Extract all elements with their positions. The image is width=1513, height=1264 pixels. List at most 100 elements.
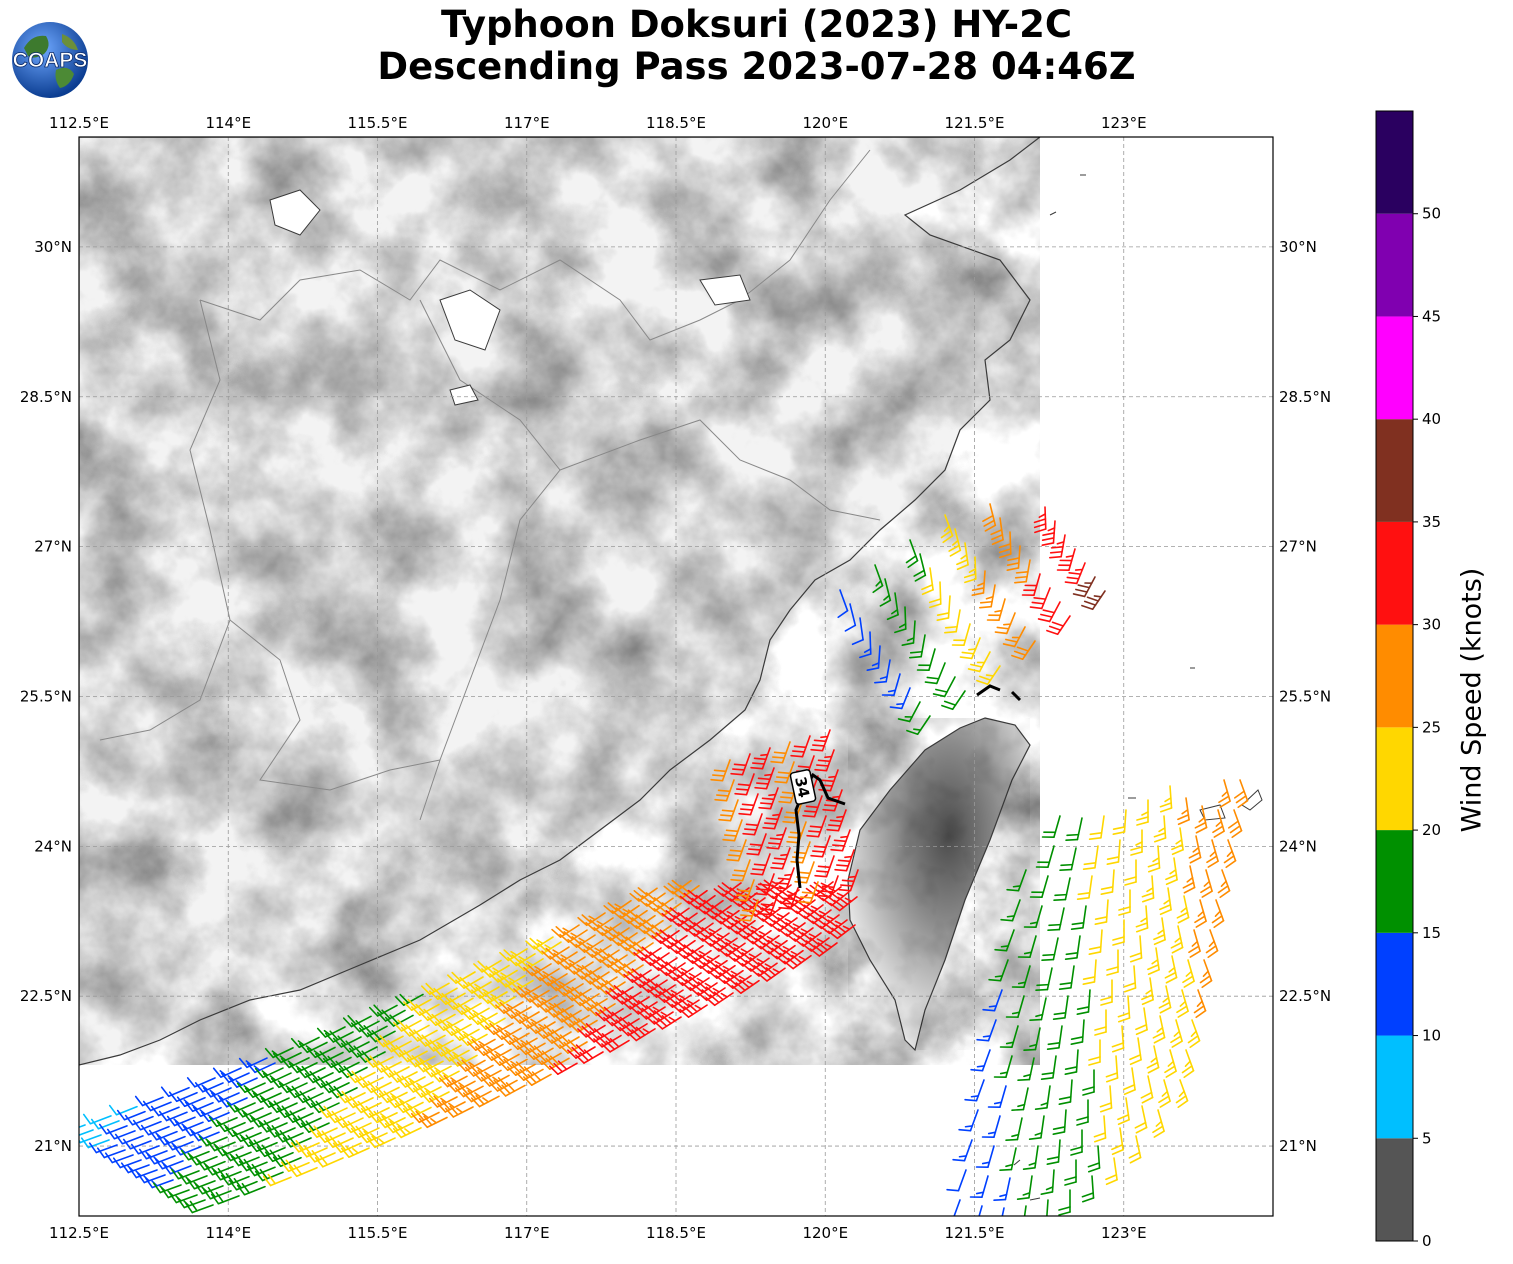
colorbar-bin [1376,1138,1413,1241]
wind-barb [428,1095,458,1108]
wind-barb [994,612,1016,635]
wind-barb [469,1012,498,1026]
wind-barb [448,1054,478,1067]
wind-barb [1118,889,1131,916]
wind-barb [356,1050,386,1063]
wind-barb [818,875,839,898]
wind-barb [527,1021,556,1034]
wind-barb [497,974,526,988]
wind-barb [1023,1205,1027,1216]
wind-barb [1152,1015,1166,1044]
wind-barb [314,1050,344,1064]
wind-barb [1105,1157,1118,1186]
right-lat-tick-label: 27°N [1279,538,1317,556]
bottom-lon-tick-label: 118.5°E [646,1224,706,1242]
wind-barb [559,929,588,943]
wind-barb [603,1011,632,1027]
colorbar-bin [1376,624,1413,728]
right-lat-tick-label: 21°N [1279,1137,1317,1155]
wind-barb [829,896,858,912]
wind-barb [1035,845,1055,868]
wind-barb [970,1049,991,1072]
left-lat-tick-label: 22.5°N [20,987,72,1005]
wind-barb [551,1034,580,1049]
wind-barb [1188,835,1202,864]
wind-barb [993,1055,1013,1078]
wind-barb [959,637,981,660]
wind-barb [667,939,696,954]
wind-barb [777,922,806,937]
wind-barb [905,539,919,569]
wind-barb [571,991,600,1007]
wind-barb [1017,1057,1035,1081]
wind-barb [1094,899,1109,925]
wind-barb [539,973,568,987]
wind-barb [1072,576,1096,598]
wind-barb [1011,640,1036,661]
wind-barb [774,761,795,784]
wind-barb [1070,1019,1085,1045]
wind-barb [495,1001,524,1014]
colorbar-frame [1375,110,1414,1242]
wind-barb [759,939,788,955]
wind-barb [790,735,811,758]
wind-barb [1093,1115,1107,1143]
wind-barb [1094,1009,1107,1036]
wind-barb [419,1008,448,1021]
wind-barb [541,946,570,960]
left-lat-tick-label: 30°N [34,238,72,256]
top-lon-tick-label: 118.5°E [646,114,706,132]
wind-barb [386,1095,416,1109]
wind-barb [901,620,916,646]
wind-barb [1188,929,1201,958]
wind-barb [410,1110,440,1124]
wind-barb [563,986,592,1002]
wind-barb [1005,1117,1023,1141]
wind-barb [382,1040,412,1053]
wind-barb [338,1065,368,1079]
wind-barb [731,979,760,994]
wind-barb [669,912,698,927]
wind-barb [1064,1159,1077,1186]
wind-barb [1076,875,1093,901]
wind-barb [978,1205,983,1216]
wind-barb [1205,929,1219,959]
wind-barb [513,984,542,998]
wind-barb [1049,534,1066,559]
wind-barb [913,553,927,582]
wind-barb [555,983,584,997]
wind-barb [710,759,731,782]
wind-barb [549,1060,578,1076]
wind-barb [1176,895,1190,924]
wind-barb [322,1055,352,1069]
wind-barb [699,959,728,974]
wind-barb [342,1015,372,1028]
taiwan-island [847,717,1031,1052]
wind-barb [976,1019,997,1042]
wind-barb [585,1028,614,1043]
wind-barb [587,1001,616,1017]
wind-barb [1046,1025,1063,1051]
wind-barb [487,996,516,1009]
colorbar-bin [1376,932,1413,1036]
wind-barb [1052,1109,1067,1135]
wind-barb [420,1090,450,1103]
wind-barb [722,819,743,842]
storm-marker-label: 34 [791,775,813,799]
colorbar-bin [1376,111,1413,214]
wind-barb [1040,1055,1057,1081]
wind-barb [783,954,812,970]
wind-barb [734,773,755,796]
wind-barb [1135,1007,1148,1036]
wind-barb [1193,989,1207,1019]
colorbar-bin [1376,727,1413,831]
wind-barb [436,1100,466,1113]
wind-barb [778,887,799,910]
wind-barb [750,853,771,876]
colorbar-tick-label: 20 [1422,821,1441,839]
wind-barb [451,1028,480,1041]
wind-barb [79,1129,94,1136]
wind-barb [454,1085,484,1098]
wind-barb [761,912,790,927]
wind-barb [402,1105,432,1119]
